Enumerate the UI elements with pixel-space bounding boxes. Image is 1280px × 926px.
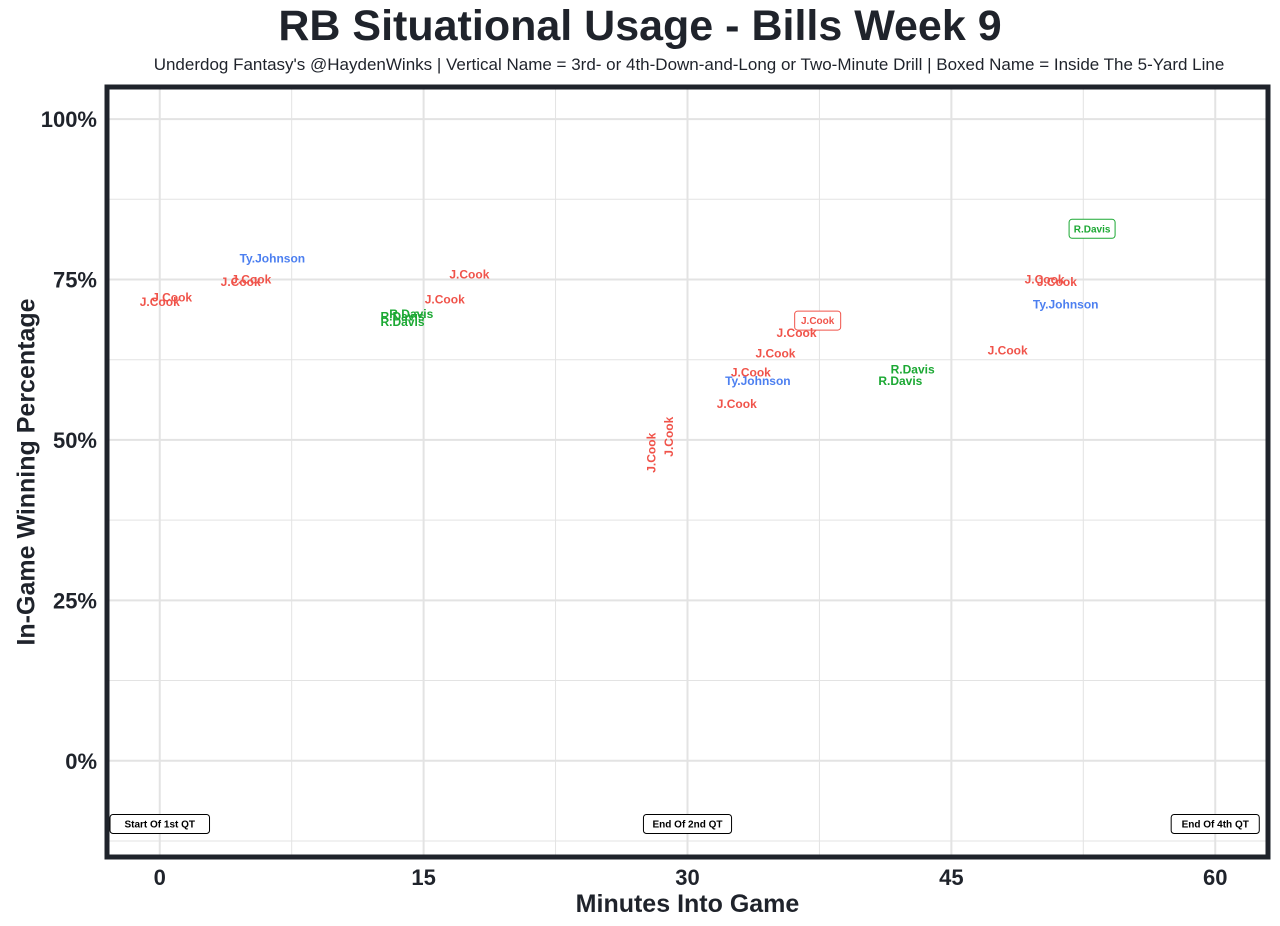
x-tick-label: 15 (411, 865, 435, 890)
data-point-label: J.Cook (231, 273, 271, 287)
data-point-label: R.Davis (1074, 224, 1111, 235)
chart-subtitle: Underdog Fantasy's @HaydenWinks | Vertic… (153, 55, 1225, 74)
boxed-label-frame (1068, 218, 1116, 239)
data-point-label: J.Cook (988, 344, 1028, 358)
quarter-marker-box (1170, 814, 1260, 834)
quarter-marker-box (109, 814, 211, 834)
data-point-label: J.Cook (731, 366, 771, 380)
x-tick-label: 60 (1203, 865, 1227, 890)
y-axis-title: In-Game Winning Percentage (13, 298, 41, 645)
data-point-label: Ty.Johnson (725, 374, 791, 388)
data-point-label: R.Davis (878, 374, 922, 388)
data-point-label: Ty.Johnson (1033, 298, 1099, 312)
data-point-label: J.Cook (662, 416, 676, 456)
data-point-label: J.Cook (221, 275, 261, 289)
data-point-label: J.Cook (717, 397, 757, 411)
quarter-marker-label: Start Of 1st QT (124, 820, 195, 831)
x-tick-label: 30 (675, 865, 699, 890)
data-point-label: J.Cook (152, 290, 192, 304)
data-point-label: R.Davis (381, 310, 425, 324)
boxed-label-frame (794, 310, 842, 331)
y-tick-label: 75% (53, 268, 97, 293)
data-point-label: J.Cook (777, 326, 817, 340)
data-point-label: R.Davis (381, 315, 425, 329)
y-tick-label: 50% (53, 428, 97, 453)
data-point-label: J.Cook (425, 292, 465, 306)
x-tick-labels: 0 15 30 45 60 (154, 865, 1228, 890)
data-point-label: J.Cook (801, 316, 835, 327)
data-point-label: J.Cook (644, 432, 658, 472)
grid-lines (107, 87, 1268, 857)
data-point-label: J.Cook (1037, 275, 1077, 289)
data-point-label: Ty.Johnson (240, 251, 306, 265)
y-tick-labels: 0% 25% 50% 75% 100% (41, 107, 97, 774)
data-point-label: J.Cook (140, 295, 180, 309)
y-tick-label: 100% (41, 107, 97, 132)
quarter-marker-box (642, 814, 733, 834)
data-point-label: J.Cook (755, 346, 795, 360)
quarter-marker-label: End Of 2nd QT (653, 820, 723, 831)
y-tick-label: 25% (53, 588, 97, 613)
quarter-markers: Start Of 1st QT End Of 2nd QT End Of 4th Q… (109, 814, 1260, 834)
quarter-marker-label: End Of 4th QT (1182, 820, 1249, 831)
data-point-label: R.Davis (389, 307, 433, 321)
x-axis-title: Minutes Into Game (576, 890, 800, 918)
data-point-label: R.Davis (891, 362, 935, 376)
chart-title: RB Situational Usage - Bills Week 9 (278, 2, 1002, 50)
x-tick-label: 45 (939, 865, 963, 890)
x-tick-label: 0 (154, 865, 166, 890)
data-point-label: J.Cook (449, 267, 489, 281)
data-point-label: J.Cook (1025, 273, 1065, 287)
y-tick-label: 0% (65, 749, 97, 774)
plot-frame (104, 84, 1271, 860)
